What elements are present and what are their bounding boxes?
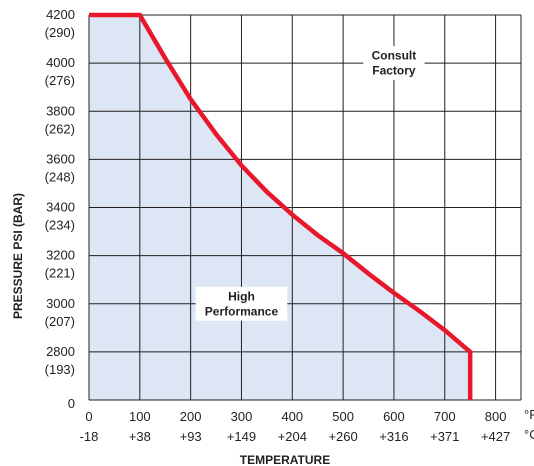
annotation-label: Factory [372,64,416,78]
x-tick-label-c: +93 [180,429,202,444]
y-tick-label-bar: (248) [45,169,75,184]
x-tick-label-c: +316 [379,429,408,444]
y-tick-label-psi: 3200 [46,248,75,263]
y-tick-label-psi: 3800 [46,103,75,118]
y-tick-label-psi: 3000 [46,296,75,311]
x-tick-label-c: +204 [278,429,307,444]
x-tick-label-f: 800 [485,409,507,424]
y-tick-label-psi: 2800 [46,344,75,359]
x-tick-label-f: 500 [332,409,354,424]
x-tick-label-c: +149 [227,429,256,444]
annotation-label: Performance [205,304,279,318]
y-tick-label-psi: 4000 [46,55,75,70]
y-tick-label-psi: 3600 [46,151,75,166]
x-tick-label-f: 0 [85,409,92,424]
x-tick-label-f: 400 [281,409,303,424]
y-tick-label-psi: 0 [68,396,75,411]
x-tick-label-f: 300 [231,409,253,424]
y-axis-title: PRESSURE PSI (BAR) [11,193,25,319]
x-tick-label-f: 700 [434,409,456,424]
x-tick-label-c: +371 [430,429,459,444]
annotation-backing [195,286,288,321]
y-tick-label-bar: (221) [45,266,75,281]
y-tick-label-psi: 3400 [46,200,75,215]
y-tick-label-bar: (193) [45,362,75,377]
annotation-label: Consult [372,49,417,63]
x-tick-label-f: 200 [180,409,202,424]
y-tick-label-bar: (234) [45,218,75,233]
y-tick-label-bar: (207) [45,314,75,329]
x-tick-label-c: +260 [328,429,357,444]
x-tick-label-f: 600 [383,409,405,424]
y-tick-label-psi: 4200 [46,7,75,22]
x-unit-f: °F [524,407,534,422]
x-tick-label-c: -18 [80,429,99,444]
annotation-backing [363,46,425,81]
y-tick-label-bar: (290) [45,25,75,40]
pressure-curve [89,12,473,400]
y-tick-label-bar: (276) [45,73,75,88]
x-tick-label-c: +427 [481,429,510,444]
y-tick-label-bar: (262) [45,121,75,136]
x-unit-c: °C [524,427,534,442]
x-tick-label-c: +38 [129,429,151,444]
x-tick-label-f: 100 [129,409,151,424]
x-axis-title: TEMPERATURE [240,453,330,466]
annotation-label: High [228,289,255,303]
